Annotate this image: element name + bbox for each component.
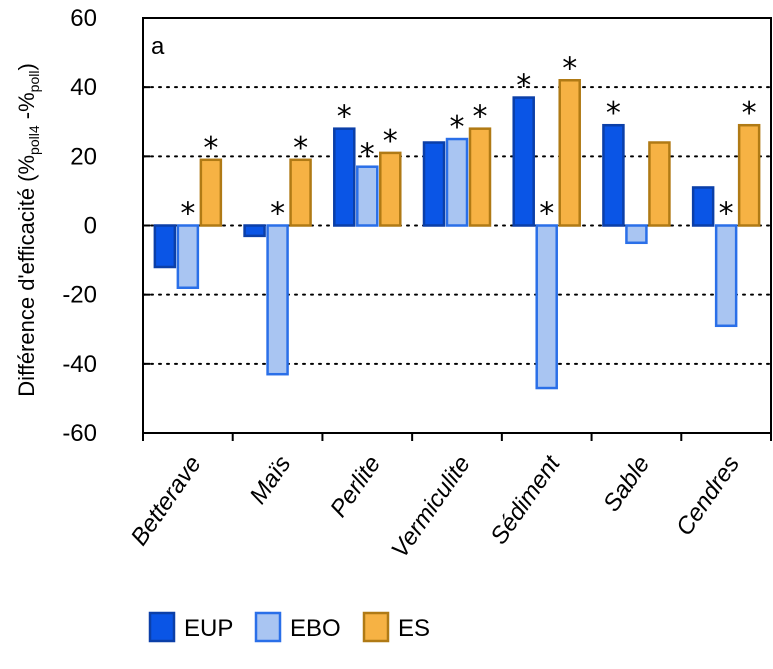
legend-swatch bbox=[148, 611, 176, 643]
y-axis-label-main: Différence d'efficacité (% bbox=[14, 155, 39, 397]
significance-star: * bbox=[539, 197, 554, 232]
significance-star: * bbox=[473, 100, 488, 135]
bar-ebo bbox=[176, 224, 200, 289]
legend-item-ebo: EBO bbox=[254, 611, 341, 643]
legend-item-es: ES bbox=[362, 611, 430, 643]
significance-star: * bbox=[337, 100, 352, 135]
significance-star: * bbox=[606, 96, 621, 131]
significance-star: * bbox=[293, 131, 308, 166]
y-axis-label-sub1: poll4 bbox=[26, 125, 42, 155]
x-tick-label: Perlite bbox=[325, 451, 386, 522]
bar-es bbox=[558, 79, 581, 227]
legend-swatch bbox=[254, 611, 282, 643]
bar-eup bbox=[243, 224, 266, 238]
x-tick-label: Sédiment bbox=[485, 450, 566, 550]
significance-star: * bbox=[516, 69, 531, 104]
bar-ebo bbox=[714, 224, 738, 328]
significance-star: * bbox=[180, 197, 195, 232]
legend-label: ES bbox=[398, 615, 430, 642]
legend-label: EUP bbox=[184, 615, 233, 642]
bar-eup bbox=[422, 141, 446, 227]
y-tick-label: -20 bbox=[62, 282, 97, 309]
legend-item-eup: EUP bbox=[148, 611, 233, 643]
y-tick-label: 20 bbox=[70, 143, 97, 170]
bar-ebo bbox=[356, 165, 379, 227]
y-axis-label-end: ) bbox=[14, 63, 39, 70]
bar-es bbox=[648, 141, 671, 227]
bar-ebo bbox=[266, 224, 289, 376]
significance-star: * bbox=[203, 131, 218, 166]
bar-ebo bbox=[625, 224, 648, 245]
bar-es bbox=[289, 158, 312, 227]
significance-star: * bbox=[270, 197, 285, 232]
y-axis-label: Différence d'efficacité (%poll4 -%poll) bbox=[14, 63, 42, 397]
panel-label: a bbox=[151, 33, 165, 60]
x-tick-label: Betterave bbox=[126, 451, 207, 551]
significance-star: * bbox=[360, 138, 375, 173]
y-tick-label: -40 bbox=[62, 351, 97, 378]
legend: EUP EBO ES bbox=[148, 611, 430, 643]
bar-eup bbox=[153, 224, 177, 269]
bar-ebo bbox=[445, 137, 469, 227]
significance-star: * bbox=[719, 197, 734, 232]
y-tick-label: 0 bbox=[84, 213, 97, 240]
x-tick-label: Sable bbox=[598, 451, 655, 517]
bar-es bbox=[468, 127, 492, 227]
significance-star: * bbox=[450, 110, 465, 145]
significance-star: * bbox=[562, 51, 577, 86]
x-tick-label: Cendres bbox=[671, 451, 745, 541]
bar-eup bbox=[691, 186, 715, 227]
y-tick-label: 40 bbox=[70, 74, 97, 101]
bar-es bbox=[199, 158, 223, 227]
y-axis-label-sub2: poll bbox=[26, 71, 42, 93]
significance-markers: ****** * * ******* bbox=[180, 51, 756, 231]
legend-swatch bbox=[362, 611, 390, 643]
bar-eup bbox=[512, 96, 535, 227]
y-tick-label: 60 bbox=[70, 5, 97, 32]
bar-es bbox=[737, 123, 761, 227]
bar-eup bbox=[333, 127, 356, 227]
y-axis-label-mid: -% bbox=[14, 92, 39, 125]
bars bbox=[153, 79, 761, 390]
bar-es bbox=[379, 151, 402, 227]
x-tick-label: Vermiculite bbox=[386, 451, 476, 563]
significance-star: * bbox=[383, 124, 398, 159]
significance-star: * bbox=[742, 96, 757, 131]
legend-label: EBO bbox=[290, 615, 341, 642]
bar-eup bbox=[602, 123, 625, 227]
axis-ticks: 60 40 20 0 -20 -40 -60 Betterave Maïs Perlite Verm… bbox=[62, 5, 772, 563]
x-tick-label: Maïs bbox=[245, 451, 297, 509]
bar-ebo bbox=[535, 224, 558, 390]
y-tick-label: -60 bbox=[62, 420, 97, 447]
